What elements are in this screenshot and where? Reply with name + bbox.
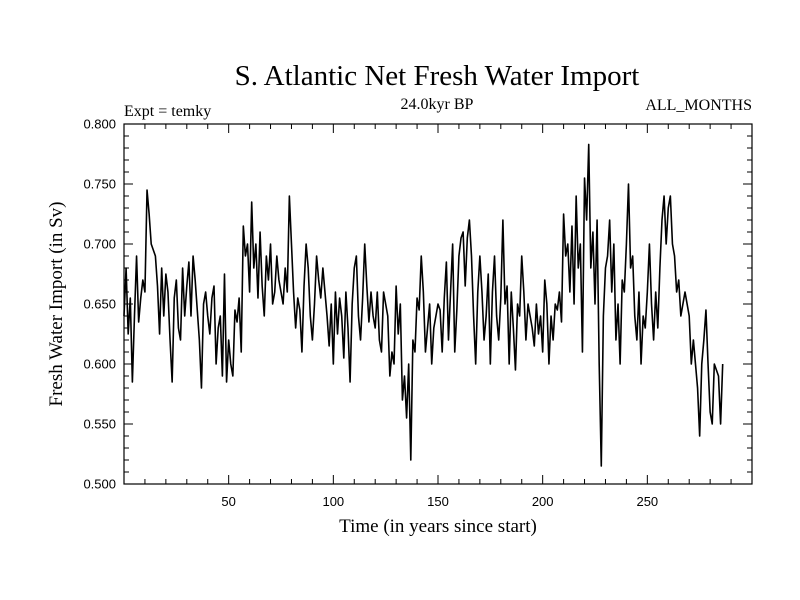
y-tick-label: 0.800: [83, 117, 116, 132]
y-axis-label: Fresh Water Import (in Sv): [46, 202, 67, 407]
x-tick-label: 50: [221, 494, 235, 509]
x-tick-label: 200: [532, 494, 554, 509]
y-tick-label: 0.600: [83, 357, 116, 372]
subtitle-months: ALL_MONTHS: [645, 97, 752, 114]
x-tick-label: 150: [427, 494, 449, 509]
x-tick-label: 100: [322, 494, 344, 509]
y-tick-label: 0.500: [83, 477, 116, 492]
subtitle-experiment: Expt = temky: [124, 103, 211, 120]
y-tick-label: 0.650: [83, 297, 116, 312]
x-axis-label: Time (in years since start): [339, 516, 537, 537]
series-line-0: [123, 143, 724, 467]
y-tick-label: 0.550: [83, 417, 116, 432]
chart-title: S. Atlantic Net Fresh Water Import: [235, 60, 640, 92]
y-tick-label: 0.700: [83, 237, 116, 252]
x-tick-label: 250: [636, 494, 658, 509]
subtitle-period: 24.0kyr BP: [401, 96, 474, 113]
y-tick-label: 0.750: [83, 177, 116, 192]
